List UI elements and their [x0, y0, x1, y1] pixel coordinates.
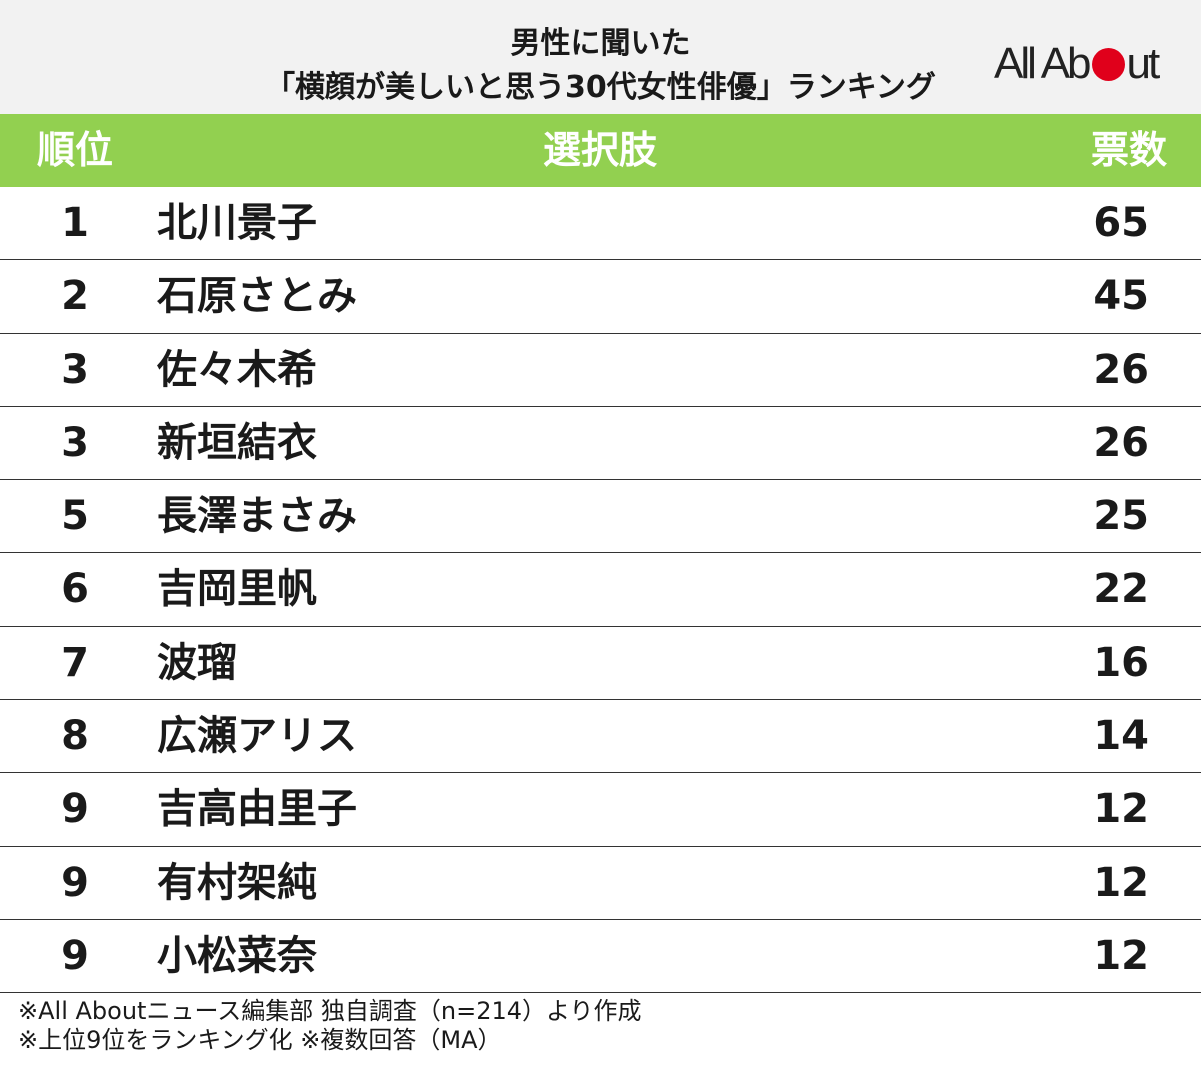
table-row: 9 吉高由里子 12 [0, 773, 1201, 847]
votes-cell: 12 [1093, 786, 1149, 833]
votes-cell: 12 [1093, 932, 1149, 979]
table-row: 6 吉岡里帆 22 [0, 553, 1201, 627]
table-row: 9 小松菜奈 12 [0, 920, 1201, 994]
table-row: 8 広瀬アリス 14 [0, 700, 1201, 774]
footnote-method: ※上位9位をランキング化 ※複数回答（MA） [18, 1026, 502, 1054]
votes-cell: 26 [1093, 346, 1149, 393]
logo-dot-icon [1091, 48, 1125, 81]
rank-cell: 5 [61, 493, 89, 540]
votes-cell: 16 [1093, 639, 1149, 686]
rank-cell: 9 [61, 859, 89, 906]
votes-cell: 22 [1093, 566, 1149, 613]
name-cell: 長澤まさみ [157, 493, 357, 540]
chart-title-line1: 男性に聞いた [510, 26, 691, 61]
table-row: 5 長澤まさみ 25 [0, 480, 1201, 554]
table-row: 1 北川景子 65 [0, 187, 1201, 261]
column-header-rank: 順位 [36, 128, 113, 172]
name-cell: 吉岡里帆 [157, 566, 317, 613]
name-cell: 小松菜奈 [157, 932, 317, 979]
allabout-logo: All Ab ut [994, 39, 1161, 88]
table-row: 9 有村架純 12 [0, 847, 1201, 920]
rank-cell: 9 [61, 786, 89, 833]
rank-cell: 8 [61, 713, 89, 760]
name-cell: 新垣結衣 [157, 419, 317, 466]
votes-cell: 26 [1093, 419, 1149, 466]
rank-cell: 1 [61, 200, 89, 246]
logo-text-before: All Ab [994, 39, 1092, 88]
footnote-source: ※All Aboutニュース編集部 独自調査（n=214）より作成 [18, 997, 642, 1025]
name-cell: 吉高由里子 [157, 786, 357, 833]
name-cell: 波瑠 [157, 639, 237, 686]
name-cell: 佐々木希 [157, 346, 317, 393]
column-header-votes: 票数 [1090, 128, 1167, 172]
rank-cell: 3 [61, 419, 89, 466]
chart-title-line2: 「横顔が美しいと思う30代女性俳優」ランキング [265, 70, 936, 105]
name-cell: 北川景子 [157, 200, 317, 246]
table-row: 2 石原さとみ 45 [0, 260, 1201, 334]
table-header: 順位 選択肢 票数 [0, 114, 1201, 187]
name-cell: 広瀬アリス [157, 713, 357, 760]
table-row: 7 波瑠 16 [0, 627, 1201, 701]
table-row: 3 新垣結衣 26 [0, 407, 1201, 481]
votes-cell: 25 [1093, 493, 1149, 540]
rank-cell: 7 [61, 639, 89, 686]
footnotes: ※All Aboutニュース編集部 独自調査（n=214）より作成 ※上位9位を… [18, 997, 642, 1055]
votes-cell: 14 [1093, 713, 1149, 760]
votes-cell: 65 [1093, 200, 1149, 246]
logo-text-after: ut [1126, 39, 1161, 88]
title-banner: 男性に聞いた 「横顔が美しいと思う30代女性俳優」ランキング All Ab ut [0, 0, 1201, 114]
rank-cell: 3 [61, 346, 89, 393]
chart-title: 男性に聞いた 「横顔が美しいと思う30代女性俳優」ランキング [0, 22, 1201, 110]
rank-cell: 9 [61, 932, 89, 979]
column-header-choice: 選択肢 [542, 128, 657, 172]
table-body: 1 北川景子 65 2 石原さとみ 45 3 佐々木希 26 3 新垣結衣 26 5 長澤まさみ 25 6 吉岡… [0, 187, 1201, 994]
rank-cell: 2 [61, 273, 89, 320]
name-cell: 石原さとみ [157, 273, 357, 320]
name-cell: 有村架純 [157, 859, 317, 906]
rank-cell: 6 [61, 566, 89, 613]
votes-cell: 12 [1093, 859, 1149, 906]
table-row: 3 佐々木希 26 [0, 334, 1201, 407]
votes-cell: 45 [1093, 273, 1149, 320]
